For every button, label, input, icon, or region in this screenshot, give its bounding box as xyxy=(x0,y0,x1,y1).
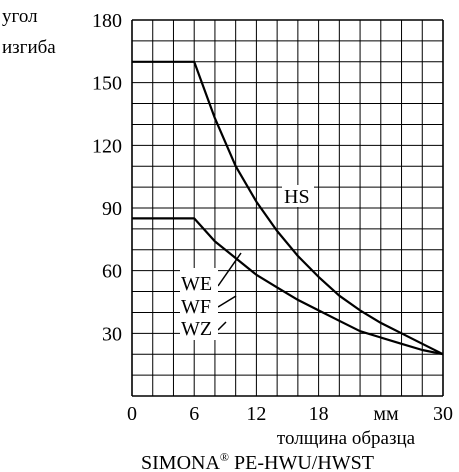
x-tick-label: 6 xyxy=(189,403,199,425)
curves xyxy=(132,60,444,356)
label-we: WE xyxy=(181,273,212,295)
hs-label-bg xyxy=(282,185,314,207)
tick-labels: 30 60 90 120 150 180 0 6 12 18 30 xyxy=(92,10,453,425)
leader-line-wf xyxy=(217,295,237,308)
x-tick-label: 30 xyxy=(433,403,453,425)
w-labels-bg xyxy=(180,268,218,340)
y-tick-label: 180 xyxy=(92,10,122,32)
x-tick-label: 12 xyxy=(246,403,266,425)
x-axis-label: толщина образца xyxy=(277,428,416,449)
chart-title: SIMONA® PE-HWU/HWST xyxy=(141,450,374,472)
series-line-hs xyxy=(132,60,444,356)
x-tick-label: 0 xyxy=(127,403,137,425)
y-tick-label: 150 xyxy=(92,73,122,95)
chart-title-rest: PE-HWU/HWST xyxy=(229,452,374,472)
series-line-we-wf-wz xyxy=(132,217,444,356)
y-tick-label: 60 xyxy=(102,261,122,283)
leader-line-we xyxy=(217,252,242,287)
leader-line-wz xyxy=(217,321,227,331)
y-tick-label: 90 xyxy=(102,198,122,220)
y-tick-label: 120 xyxy=(92,135,122,157)
chart-title-brand: SIMONA xyxy=(141,452,220,472)
grid-lines xyxy=(131,19,444,397)
label-hs: HS xyxy=(284,186,310,208)
y-tick-label: 30 xyxy=(102,323,122,345)
x-axis-unit-label: мм xyxy=(373,403,399,425)
y-axis-label-line1: угол xyxy=(2,6,38,27)
y-axis-label-line2: изгиба xyxy=(2,37,56,58)
label-wz: WZ xyxy=(181,318,212,340)
label-wf: WF xyxy=(181,296,211,318)
registered-mark: ® xyxy=(220,450,229,464)
x-tick-label: 18 xyxy=(309,403,329,425)
